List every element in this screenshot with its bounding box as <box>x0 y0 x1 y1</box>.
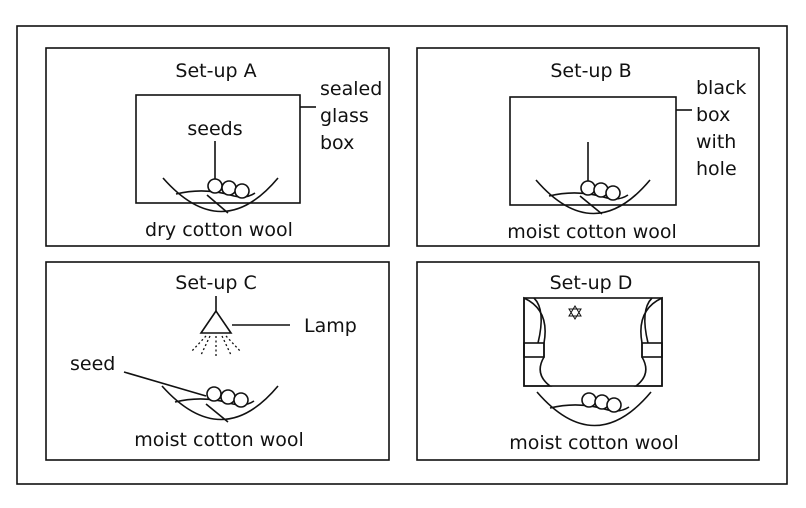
panel-a-title: Set-up A <box>175 60 256 82</box>
box-label-line4: hole <box>696 158 737 180</box>
black-box <box>509 96 677 206</box>
panel-b-title: Set-up B <box>550 60 631 82</box>
panel-setup-d: Set-up D moist cotton wool <box>416 261 760 461</box>
panel-d-title: Set-up D <box>550 272 633 294</box>
panel-c-frame <box>45 261 390 461</box>
dish-bowl <box>161 385 279 421</box>
curtain-left-icon <box>523 296 553 387</box>
box-label-line2: glass <box>320 105 369 127</box>
seeds-label: seeds <box>187 118 242 140</box>
box-label-line3: box <box>320 132 354 154</box>
dish-bowl <box>162 177 279 213</box>
panel-b-frame <box>416 47 760 247</box>
box-label-line2: box <box>696 104 730 126</box>
seed <box>207 178 223 194</box>
seed-label: seed <box>70 353 115 375</box>
seed <box>233 392 249 408</box>
seed <box>606 397 622 413</box>
panel-c-title: Set-up C <box>175 272 256 294</box>
base-label: moist cotton wool <box>509 432 679 454</box>
panel-d-frame <box>416 261 760 461</box>
seed <box>206 386 222 402</box>
base-leader <box>579 195 603 215</box>
base-label: moist cotton wool <box>134 429 304 451</box>
dish-bowl <box>535 179 651 215</box>
panel-setup-a: Set-up A sealed glass box seeds dry cott… <box>45 47 390 247</box>
curtain-right-icon <box>633 296 663 387</box>
panel-setup-c: Set-up C Lamp seed moist cotton wool <box>45 261 390 461</box>
cotton-wool <box>548 192 629 200</box>
cotton-wool <box>174 398 255 406</box>
seed <box>234 183 250 199</box>
lamp-label: Lamp <box>304 315 357 337</box>
cotton-wool <box>549 404 630 412</box>
base-leader <box>205 403 229 423</box>
base-label: dry cotton wool <box>145 219 293 241</box>
dish-bowl <box>536 391 652 427</box>
star-of-david-icon <box>568 305 582 320</box>
panel-a-frame <box>45 47 390 247</box>
box-label-line1: sealed <box>320 78 382 100</box>
seed-leader <box>123 371 207 397</box>
box-label-line3: with <box>696 131 736 153</box>
seed <box>221 180 237 196</box>
seed <box>580 180 596 196</box>
sealed-glass-box <box>135 94 301 204</box>
box-label-line1: black <box>696 77 746 99</box>
seed <box>220 389 236 405</box>
seed <box>581 392 597 408</box>
base-leader <box>206 194 229 214</box>
seed <box>605 185 621 201</box>
base-label: moist cotton wool <box>507 221 677 243</box>
outer-frame <box>16 25 788 485</box>
cotton-wool <box>175 190 256 198</box>
panel-setup-b: Set-up B black box with hole moist cotto… <box>416 47 760 247</box>
lamp-icon <box>190 296 242 356</box>
